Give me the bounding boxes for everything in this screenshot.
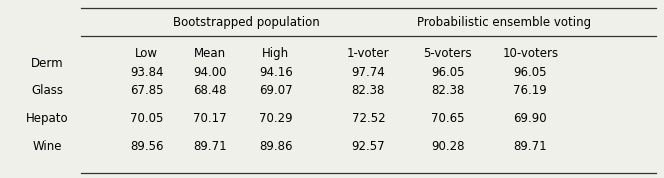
Text: 89.86: 89.86 xyxy=(259,140,293,153)
Text: 94.16: 94.16 xyxy=(259,66,293,79)
Text: 10-voters: 10-voters xyxy=(502,47,558,60)
Text: 89.56: 89.56 xyxy=(130,140,163,153)
Text: 89.71: 89.71 xyxy=(193,140,226,153)
Text: 68.48: 68.48 xyxy=(193,84,226,97)
Text: 5-voters: 5-voters xyxy=(424,47,472,60)
Text: 70.29: 70.29 xyxy=(259,112,293,125)
Text: Bootstrapped population: Bootstrapped population xyxy=(173,16,319,29)
Text: 89.71: 89.71 xyxy=(513,140,547,153)
Text: 90.28: 90.28 xyxy=(431,140,464,153)
Text: 82.38: 82.38 xyxy=(431,84,464,97)
Text: 69.07: 69.07 xyxy=(259,84,293,97)
Text: 92.57: 92.57 xyxy=(351,140,385,153)
Text: 1-voter: 1-voter xyxy=(347,47,390,60)
Text: Low: Low xyxy=(135,47,158,60)
Text: 70.05: 70.05 xyxy=(130,112,163,125)
Text: Glass: Glass xyxy=(32,84,64,97)
Text: Mean: Mean xyxy=(194,47,226,60)
Text: Hepato: Hepato xyxy=(27,112,69,125)
Text: 94.00: 94.00 xyxy=(193,66,226,79)
Text: Wine: Wine xyxy=(33,140,62,153)
Text: Derm: Derm xyxy=(31,57,64,70)
Text: Probabilistic ensemble voting: Probabilistic ensemble voting xyxy=(417,16,591,29)
Text: 76.19: 76.19 xyxy=(513,84,547,97)
Text: 70.17: 70.17 xyxy=(193,112,226,125)
Text: 72.52: 72.52 xyxy=(351,112,385,125)
Text: 96.05: 96.05 xyxy=(431,66,464,79)
Text: High: High xyxy=(262,47,290,60)
Text: 97.74: 97.74 xyxy=(351,66,385,79)
Text: 96.05: 96.05 xyxy=(514,66,547,79)
Text: 67.85: 67.85 xyxy=(130,84,163,97)
Text: 82.38: 82.38 xyxy=(352,84,385,97)
Text: 69.90: 69.90 xyxy=(513,112,547,125)
Text: 70.65: 70.65 xyxy=(431,112,464,125)
Text: 93.84: 93.84 xyxy=(130,66,163,79)
